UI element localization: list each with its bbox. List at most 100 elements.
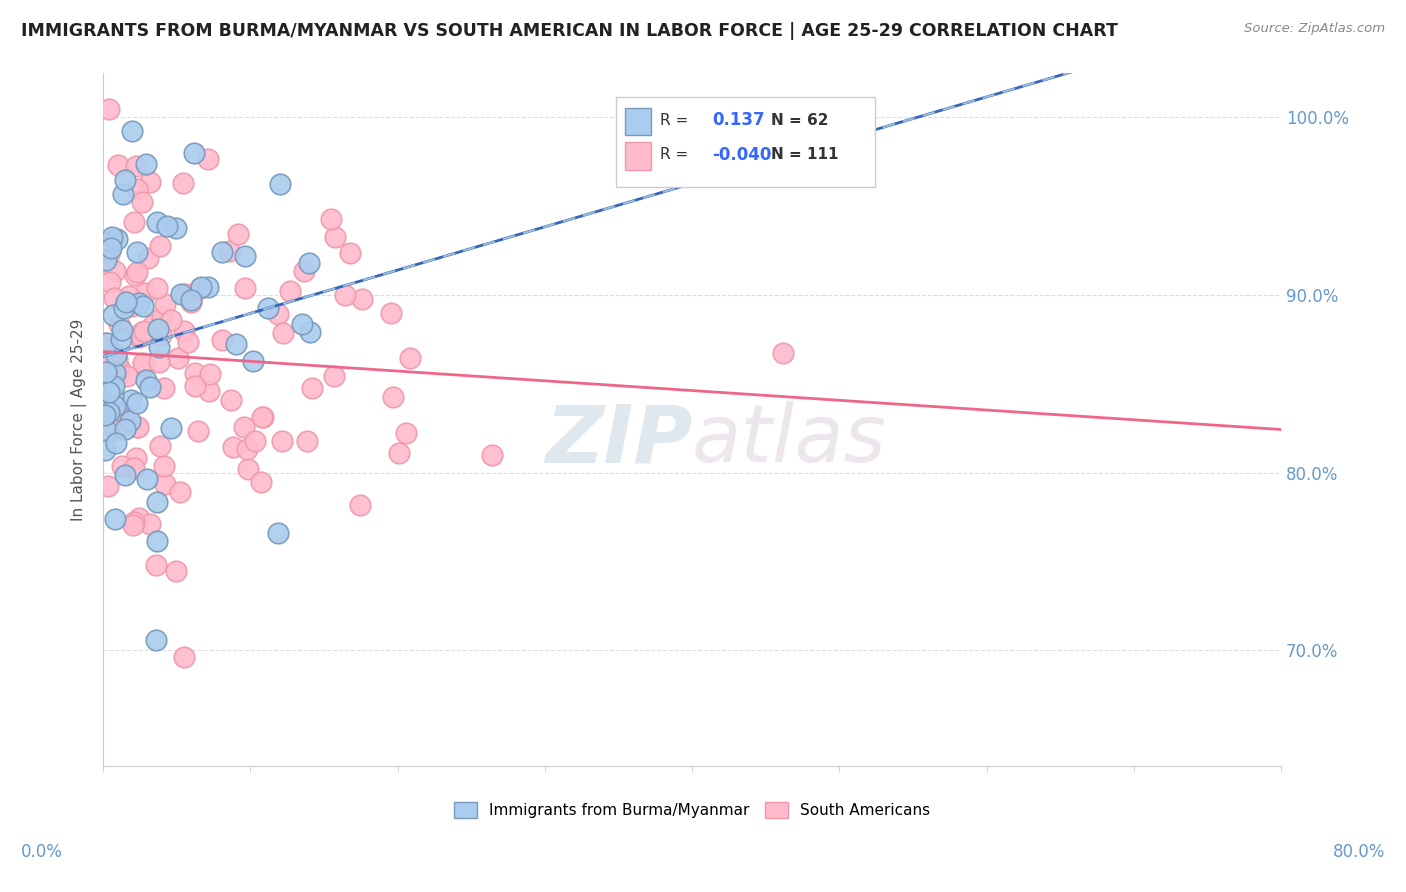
Point — [98, 275, 121, 289]
Point — [278, 285, 301, 299]
Point — [94, 408, 117, 422]
Point — [298, 256, 321, 270]
Point — [156, 219, 179, 233]
Point — [127, 395, 149, 409]
Point — [108, 362, 131, 376]
Point — [134, 286, 156, 301]
Point — [139, 379, 162, 393]
Point — [233, 419, 256, 434]
Point — [173, 650, 195, 665]
Text: R =: R = — [661, 147, 689, 162]
Point — [187, 424, 209, 438]
Point — [349, 498, 371, 512]
Point — [153, 381, 176, 395]
Point — [112, 406, 135, 420]
Point — [323, 368, 346, 383]
Point — [104, 264, 127, 278]
Point — [96, 424, 118, 438]
Point — [104, 366, 127, 380]
Point — [97, 102, 120, 116]
Point — [131, 328, 153, 343]
Point — [219, 393, 242, 408]
Point — [97, 385, 120, 400]
Point — [132, 299, 155, 313]
Point — [252, 409, 274, 424]
Text: N = 62: N = 62 — [770, 112, 828, 128]
Point — [114, 422, 136, 436]
Point — [155, 296, 177, 310]
Point — [125, 451, 148, 466]
Point — [242, 354, 264, 368]
Point — [165, 220, 187, 235]
Text: 0.137: 0.137 — [711, 112, 765, 129]
Text: atlas: atlas — [692, 401, 887, 479]
Point — [233, 281, 256, 295]
Point — [97, 479, 120, 493]
Point — [135, 373, 157, 387]
Point — [96, 336, 118, 351]
Point — [145, 281, 167, 295]
Point — [301, 381, 323, 395]
Point — [399, 351, 422, 365]
Point — [93, 359, 115, 374]
Point — [98, 405, 121, 419]
Point — [177, 335, 200, 350]
Point — [125, 182, 148, 196]
Point — [100, 241, 122, 255]
Point — [105, 348, 128, 362]
Point — [104, 423, 127, 437]
Point — [198, 368, 221, 382]
Point — [292, 264, 315, 278]
Point — [128, 296, 150, 310]
Point — [323, 230, 346, 244]
Point — [388, 446, 411, 460]
Point — [139, 516, 162, 531]
Legend: Immigrants from Burma/Myanmar, South Americans: Immigrants from Burma/Myanmar, South Ame… — [449, 796, 936, 824]
FancyBboxPatch shape — [616, 97, 875, 187]
Text: -0.040: -0.040 — [711, 145, 772, 164]
Point — [155, 477, 177, 491]
Point — [111, 458, 134, 473]
Point — [136, 251, 159, 265]
Point — [115, 369, 138, 384]
Text: Source: ZipAtlas.com: Source: ZipAtlas.com — [1244, 22, 1385, 36]
Point — [172, 177, 194, 191]
Point — [118, 289, 141, 303]
Point — [291, 318, 314, 332]
Text: 0.0%: 0.0% — [21, 843, 63, 861]
Point — [148, 355, 170, 369]
Point — [183, 146, 205, 161]
Point — [146, 494, 169, 508]
Point — [149, 239, 172, 253]
Point — [149, 439, 172, 453]
Point — [97, 343, 120, 357]
Point — [395, 426, 418, 441]
Point — [103, 389, 125, 403]
Point — [169, 485, 191, 500]
Point — [125, 245, 148, 260]
Text: IMMIGRANTS FROM BURMA/MYANMAR VS SOUTH AMERICAN IN LABOR FORCE | AGE 25-29 CORRE: IMMIGRANTS FROM BURMA/MYANMAR VS SOUTH A… — [21, 22, 1118, 40]
Point — [184, 379, 207, 393]
Point — [180, 293, 202, 308]
Point — [107, 158, 129, 172]
Point — [128, 330, 150, 344]
Point — [270, 434, 292, 448]
Point — [93, 443, 115, 458]
Point — [146, 214, 169, 228]
Point — [197, 280, 219, 294]
Point — [121, 518, 143, 533]
Point — [381, 390, 404, 404]
Point — [122, 461, 145, 475]
Point — [211, 333, 233, 347]
Point — [107, 352, 129, 367]
Point — [121, 124, 143, 138]
Text: N = 111: N = 111 — [770, 147, 838, 162]
Point — [225, 337, 247, 351]
Point — [235, 442, 257, 456]
Point — [114, 172, 136, 186]
Point — [380, 306, 402, 320]
Point — [249, 475, 271, 489]
Point — [96, 395, 118, 409]
Point — [124, 268, 146, 283]
Point — [142, 318, 165, 332]
